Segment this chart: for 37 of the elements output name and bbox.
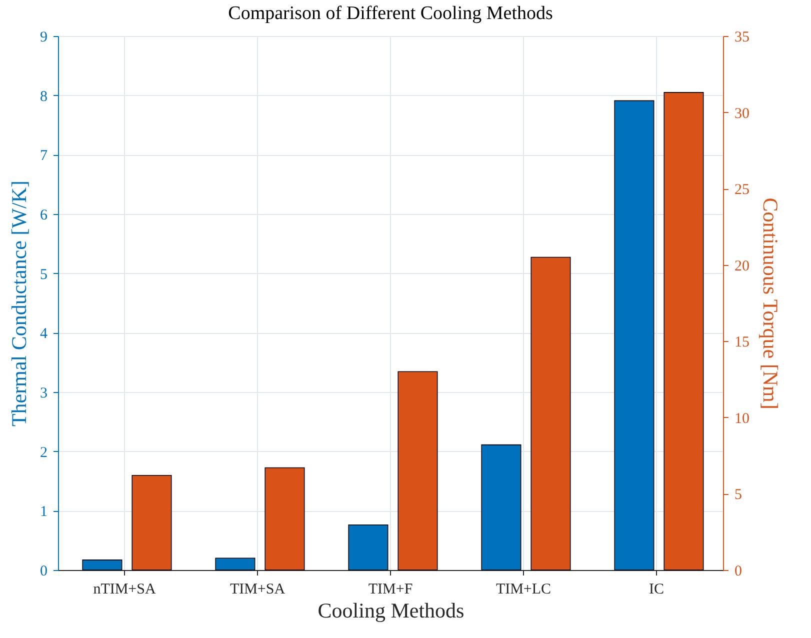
bar bbox=[530, 256, 571, 570]
y-tick-label: 7 bbox=[40, 148, 48, 164]
y2-tick-label: 35 bbox=[734, 30, 750, 46]
bar bbox=[398, 371, 438, 570]
bar bbox=[132, 475, 172, 570]
x-tick-label: IC bbox=[649, 582, 664, 598]
y2-axis-title: Continuous Torque [Nm] bbox=[758, 198, 782, 410]
x-tick-label: nTIM+SA bbox=[93, 582, 156, 598]
y-tick-label: 8 bbox=[40, 88, 48, 105]
y-tick-label: 9 bbox=[40, 30, 48, 46]
y2-tick-label: 20 bbox=[734, 258, 750, 274]
y-tick-label: 3 bbox=[40, 386, 48, 402]
bar bbox=[481, 444, 522, 570]
bar bbox=[82, 560, 122, 570]
bar bbox=[348, 524, 388, 570]
x-tick-label: TIM+LC bbox=[496, 582, 552, 598]
bar bbox=[614, 100, 654, 570]
y2-tick-label: 15 bbox=[734, 334, 750, 351]
x-tick-label: TIM+SA bbox=[230, 582, 286, 598]
y-tick-label: 0 bbox=[40, 564, 48, 580]
y-tick-label: 6 bbox=[40, 208, 48, 224]
x-axis-title: Cooling Methods bbox=[318, 598, 464, 622]
y2-tick-label: 10 bbox=[734, 410, 750, 427]
y-tick-label: 1 bbox=[40, 504, 48, 520]
y-tick-label: 4 bbox=[40, 326, 48, 342]
y2-tick-label: 30 bbox=[734, 106, 750, 122]
bar bbox=[215, 558, 256, 570]
y-tick-label: 2 bbox=[40, 444, 48, 461]
y2-tick-label: 25 bbox=[734, 182, 750, 198]
y-axis-title: Thermal Conductance [W/K] bbox=[7, 180, 31, 427]
x-tick-label: TIM+F bbox=[368, 582, 413, 598]
bar bbox=[264, 467, 305, 570]
chart-title: Comparison of Different Cooling Methods bbox=[228, 3, 553, 24]
y2-tick-label: 5 bbox=[734, 487, 742, 504]
bar bbox=[664, 92, 704, 570]
y2-tick-label: 0 bbox=[734, 564, 742, 580]
y-tick-label: 5 bbox=[40, 266, 48, 283]
